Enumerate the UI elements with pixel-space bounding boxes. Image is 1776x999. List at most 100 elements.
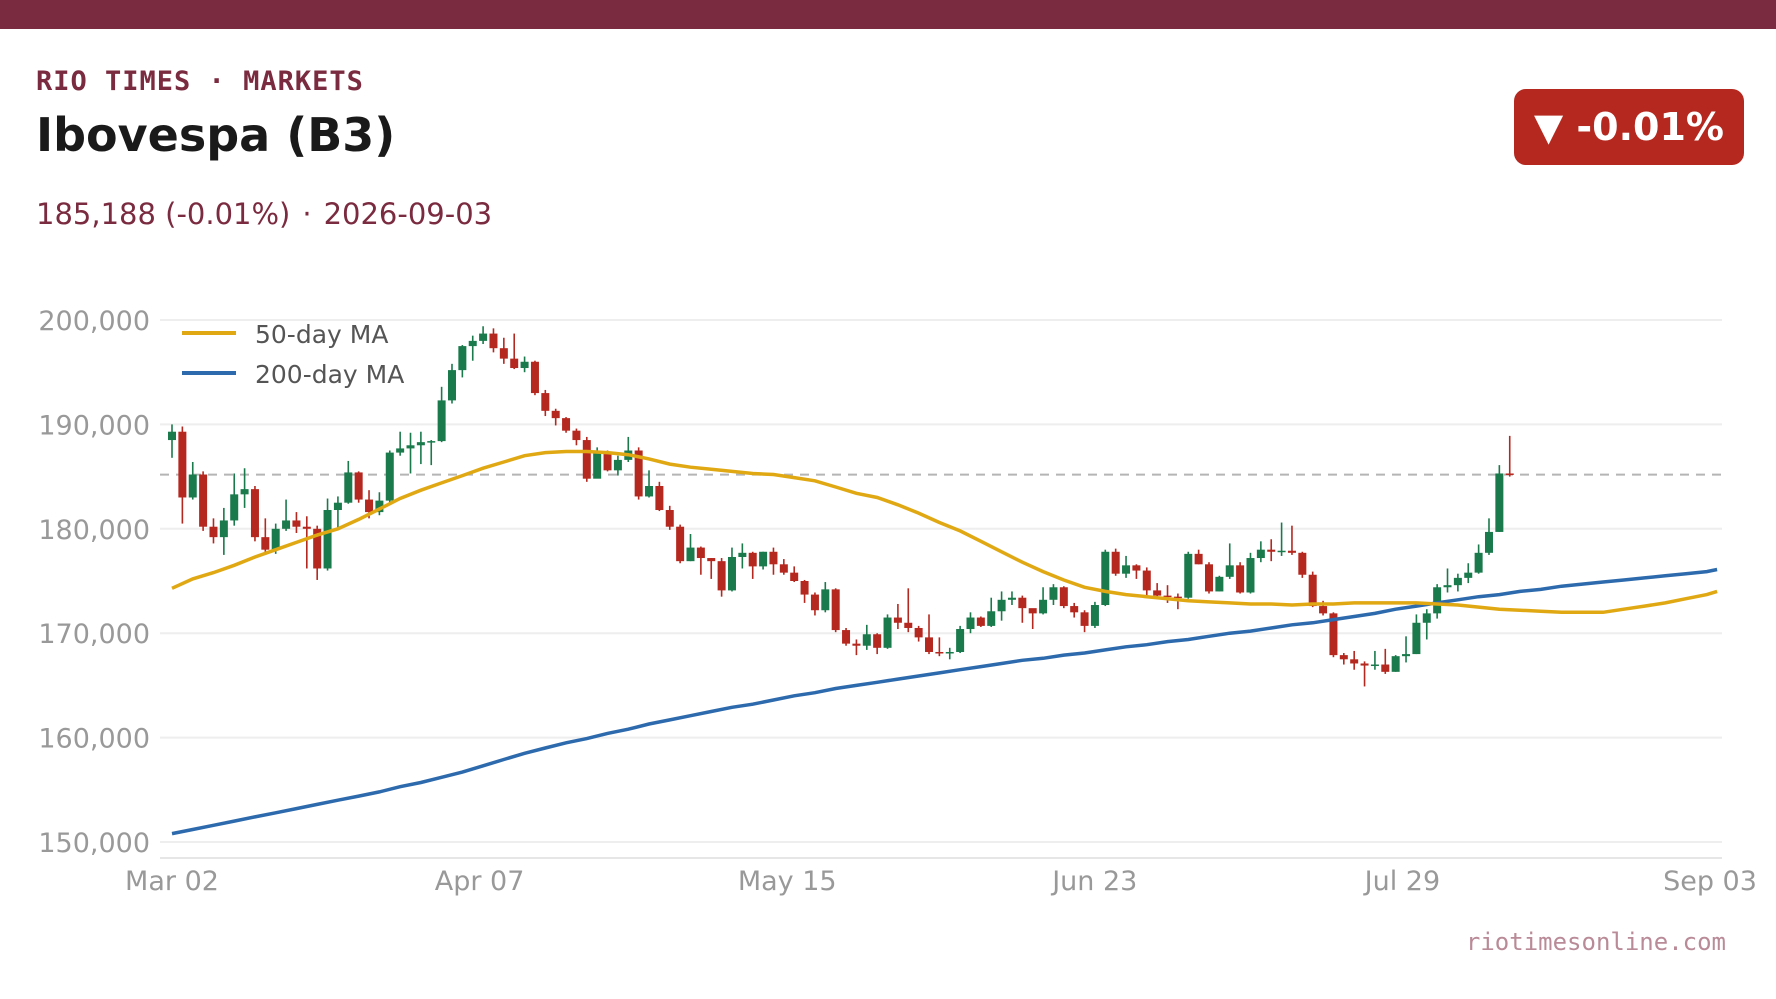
change-badge: ▼ -0.01% — [1513, 89, 1744, 165]
candle — [1350, 650, 1359, 670]
candle-body — [188, 474, 197, 498]
index-level: 185,188 (-0.01%) — [36, 197, 291, 231]
candle-body — [779, 564, 788, 573]
candle-body — [365, 499, 374, 513]
candle-body — [1153, 590, 1162, 596]
candle-body — [1173, 596, 1182, 599]
candle — [613, 455, 622, 476]
candle-body — [1495, 473, 1504, 532]
candle — [1256, 541, 1265, 563]
candle — [842, 627, 851, 646]
candle — [1194, 549, 1203, 565]
candle — [821, 582, 830, 613]
candle — [645, 470, 654, 498]
candle-body — [696, 547, 705, 559]
candle — [219, 507, 228, 555]
x-tick-label: Sep 03 — [1663, 866, 1757, 897]
candle-body — [987, 611, 996, 626]
candle — [1225, 543, 1234, 579]
candle-body — [707, 558, 716, 562]
candle-body — [655, 485, 664, 511]
candles — [168, 326, 1514, 687]
candle — [769, 547, 778, 575]
candle-body — [199, 474, 208, 527]
summary-separator: · — [302, 197, 312, 231]
legend-ma50-label: 50-day MA — [255, 320, 388, 349]
candle — [437, 386, 446, 443]
candle-body — [1090, 605, 1099, 626]
candle-body — [842, 630, 851, 644]
candle-body — [676, 526, 685, 562]
candle — [1453, 573, 1462, 592]
candle-body — [479, 333, 488, 341]
candle — [1505, 435, 1514, 477]
candle-body — [489, 333, 498, 349]
candle-body — [1381, 664, 1390, 672]
candle-body — [1267, 549, 1276, 552]
candle — [748, 551, 757, 579]
candle — [1412, 614, 1421, 655]
candle — [230, 473, 239, 526]
candle-body — [1287, 550, 1296, 553]
candle — [1422, 609, 1431, 640]
candle — [199, 471, 208, 531]
candle-body — [1028, 608, 1037, 614]
candle-body — [427, 441, 436, 443]
candle — [1018, 595, 1027, 623]
gridlines — [160, 319, 1722, 843]
index-summary: 185,188 (-0.01%) · 2026-09-03 — [36, 197, 492, 231]
candle — [727, 547, 736, 592]
candle — [997, 591, 1006, 621]
candle — [676, 524, 685, 564]
candle — [966, 612, 975, 634]
candle — [1464, 563, 1473, 584]
x-tick-label: May 15 — [738, 866, 837, 897]
candle — [209, 518, 218, 544]
y-tick-label: 190,000 — [38, 410, 150, 441]
candle-body — [520, 361, 529, 369]
candle — [1132, 564, 1141, 579]
candle-body — [240, 489, 249, 495]
candle — [1205, 562, 1213, 594]
candle — [800, 579, 809, 603]
candle-body — [727, 556, 736, 591]
candle-body — [1474, 552, 1483, 573]
candle — [240, 468, 249, 508]
candle-body — [769, 551, 778, 565]
candle — [468, 335, 477, 361]
candle-body — [582, 440, 591, 479]
candle-body — [1163, 595, 1172, 598]
candle — [1298, 551, 1307, 578]
x-axis-ticks: Mar 02 Apr 07 May 15 Jun 23 Jul 29 Sep 03 — [125, 866, 1757, 897]
candle — [250, 485, 259, 542]
quote-date: 2026-09-03 — [323, 197, 493, 231]
candle — [1122, 555, 1131, 578]
candle-body — [1070, 606, 1079, 613]
candle — [188, 461, 197, 500]
candle — [852, 639, 861, 656]
y-tick-label: 170,000 — [38, 619, 150, 650]
candle-body — [738, 552, 747, 557]
candle-body — [1059, 587, 1068, 607]
candle — [1287, 525, 1296, 555]
candle-body — [1453, 577, 1462, 586]
candle-body — [1184, 553, 1193, 598]
candle — [790, 566, 799, 583]
candle-body — [821, 589, 830, 611]
candle-body — [1205, 564, 1213, 592]
candle — [686, 534, 695, 562]
candle — [541, 389, 550, 417]
candle — [717, 558, 726, 597]
candle — [323, 498, 332, 571]
candle-body — [966, 617, 975, 630]
candle — [987, 597, 996, 627]
candle — [582, 436, 591, 482]
candle — [1236, 562, 1245, 594]
candle — [1484, 518, 1493, 555]
candle-body — [914, 627, 923, 638]
candle — [447, 363, 456, 404]
candle — [1381, 648, 1390, 674]
candle — [893, 603, 902, 630]
candle-body — [1319, 606, 1328, 614]
